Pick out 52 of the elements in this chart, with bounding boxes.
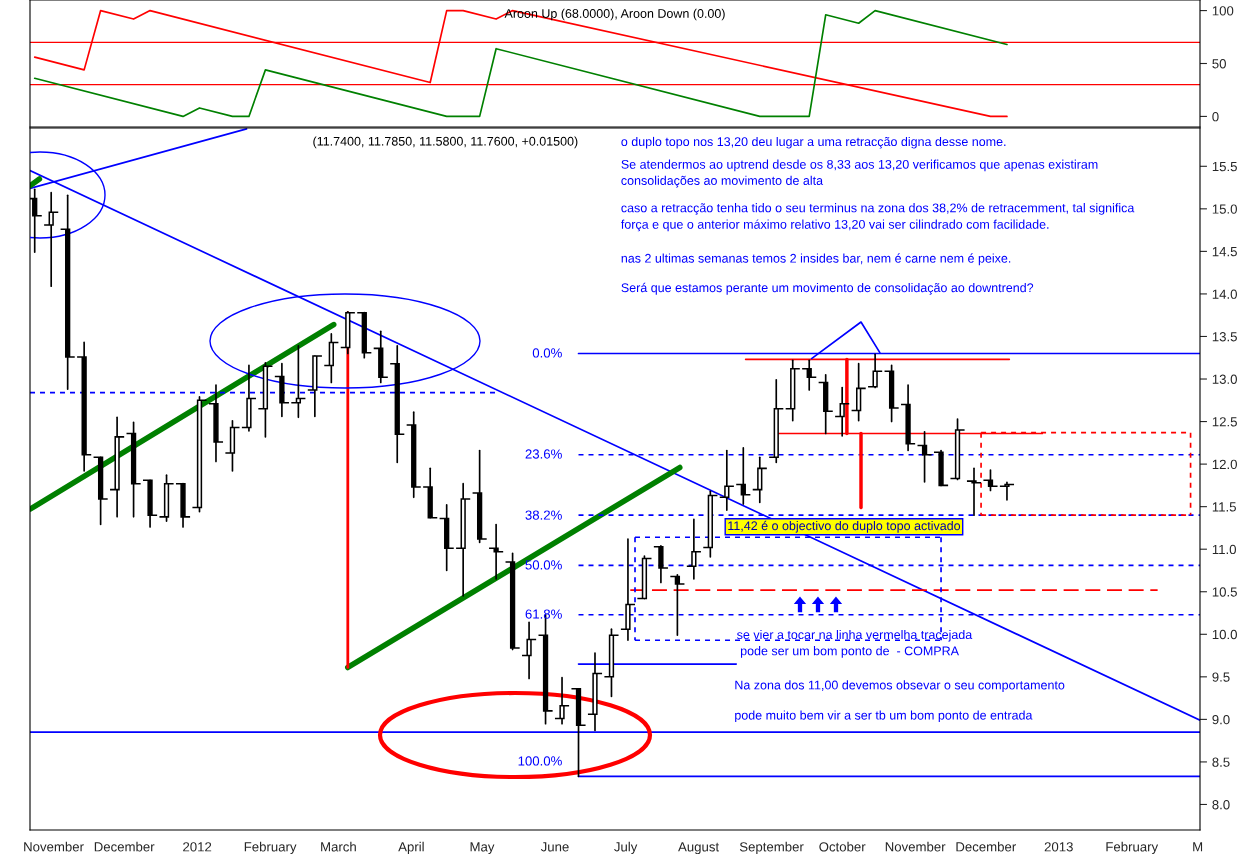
x-tick-label: August (678, 842, 720, 855)
y-tick-label: 12.0 (1212, 459, 1237, 470)
x-tick-label: July (614, 841, 638, 855)
y-tick-label: 9.0 (1212, 714, 1230, 725)
y-tick-label: 10.0 (1212, 629, 1237, 640)
annotation: Se atendermos ao uptrend desde os 8,33 aos 13,20 verificamos que apenas existiram consolidações ao movimento de alta (621, 159, 1098, 188)
x-tick-label: 2012 (183, 842, 212, 852)
annotation: Será que estamos perante um movimento de consolidação ao downtrend? (621, 282, 1034, 295)
x-tick-label: February (244, 841, 297, 855)
text: (11.7400, 11.7850, 11.5800, 11.7600, +0.01500) (313, 136, 578, 149)
annotation: 0.0% (532, 348, 562, 358)
x-tick-label: December (94, 841, 155, 852)
y-tick-label: 100 (1212, 6, 1234, 16)
y-tick-label: 15.5 (1212, 161, 1237, 172)
y-tick-label: 13.0 (1212, 374, 1237, 384)
x-tick-label: October (819, 841, 866, 852)
annotation: 100.0% (518, 756, 562, 766)
x-tick-label: June (540, 842, 569, 852)
x-tick-label: March (321, 841, 356, 852)
y-tick-label: 14.0 (1212, 289, 1237, 299)
y-tick-label: 8.0 (1212, 800, 1230, 810)
x-tick-label: 2013 (1044, 842, 1073, 852)
y-tick-label: 11.0 (1212, 544, 1236, 555)
y-tick-label: 8.5 (1212, 757, 1230, 767)
x-tick-label: November (885, 841, 946, 852)
y-tick-label: 50 (1212, 59, 1226, 69)
x-tick-label: May (470, 842, 495, 855)
x-tick-label: September (739, 841, 804, 855)
annotation: se vier a tocar na linha vermelha tracejada pode ser um bom ponto de - COMPRA (737, 629, 973, 658)
y-tick-label: 9.5 (1212, 672, 1230, 682)
x-tick-label: February (1106, 841, 1159, 855)
annotation: 50.0% (525, 560, 562, 570)
y-tick-label: 14.5 (1212, 247, 1237, 257)
y-tick-label: 11.5 (1212, 502, 1236, 512)
x-tick-label: November (24, 841, 84, 852)
annotation: o duplo topo nos 13,20 deu lugar a uma retracção digna desse nome. (621, 136, 1006, 149)
annotation: caso a retracção tenha tido o seu terminus na zona dos 38,2% de retracemment, tal significa força e que o anterior máximo relativo 13,20 vai ser cilindrado com facilidade. (621, 203, 1135, 232)
annotation: 23.6% (525, 449, 562, 459)
annotation: Na zona dos 11,00 devemos obsevar o seu comportamento (735, 680, 1065, 692)
x-tick-label: December (956, 841, 1016, 852)
annotation: 38.2% (525, 510, 562, 520)
y-tick-label: 13.5 (1212, 332, 1237, 342)
y-tick-label: 12.5 (1212, 417, 1237, 427)
y-tick-label: 0 (1212, 111, 1219, 122)
y-tick-label: 10.5 (1212, 587, 1237, 597)
annotation: 11,42 é o objectivo do duplo topo activado (728, 520, 961, 533)
annotation: nas 2 ultimas semanas temos 2 insides bar, nem é carne nem é peixe. (621, 253, 1011, 266)
x-tick-label: April (398, 841, 424, 855)
annotation: pode muito bem vir a ser tb um bom ponto de entrada (735, 710, 1033, 723)
x-tick-label: M (1193, 842, 1203, 852)
annotation: 61.8% (525, 609, 562, 619)
y-tick-label: 15.0 (1212, 204, 1237, 214)
